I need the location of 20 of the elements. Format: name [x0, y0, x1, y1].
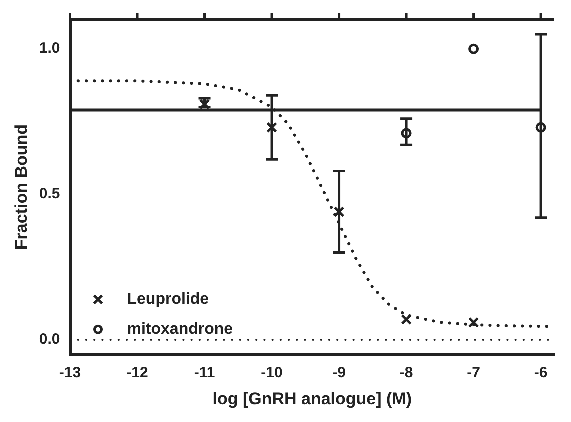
x-tick-label: -12	[126, 364, 148, 382]
point	[266, 122, 278, 134]
point	[401, 314, 412, 326]
legend-label: Leuprolide	[127, 291, 210, 308]
y-tick-label: 1.0	[39, 40, 60, 58]
y-tick-label: 0.0	[39, 331, 60, 348]
point	[468, 317, 480, 328]
x-tick-label: -11	[194, 364, 216, 382]
y-axis-title: Fraction Bound	[12, 124, 31, 250]
point	[468, 44, 480, 54]
x-tick-label: -10	[261, 364, 283, 382]
x-axis-title: log [GnRH analogue] (M)	[212, 389, 412, 408]
x-tick-label: -9	[332, 364, 346, 382]
point	[334, 206, 345, 218]
x-tick-label: -13	[59, 364, 82, 382]
x-tick-label: -6	[534, 364, 548, 382]
y-tick-label: 0.5	[39, 186, 60, 203]
x-tick-label: -8	[400, 364, 414, 382]
x-tick-label: -7	[467, 364, 480, 382]
legend-label: mitoxandrone	[127, 321, 234, 338]
